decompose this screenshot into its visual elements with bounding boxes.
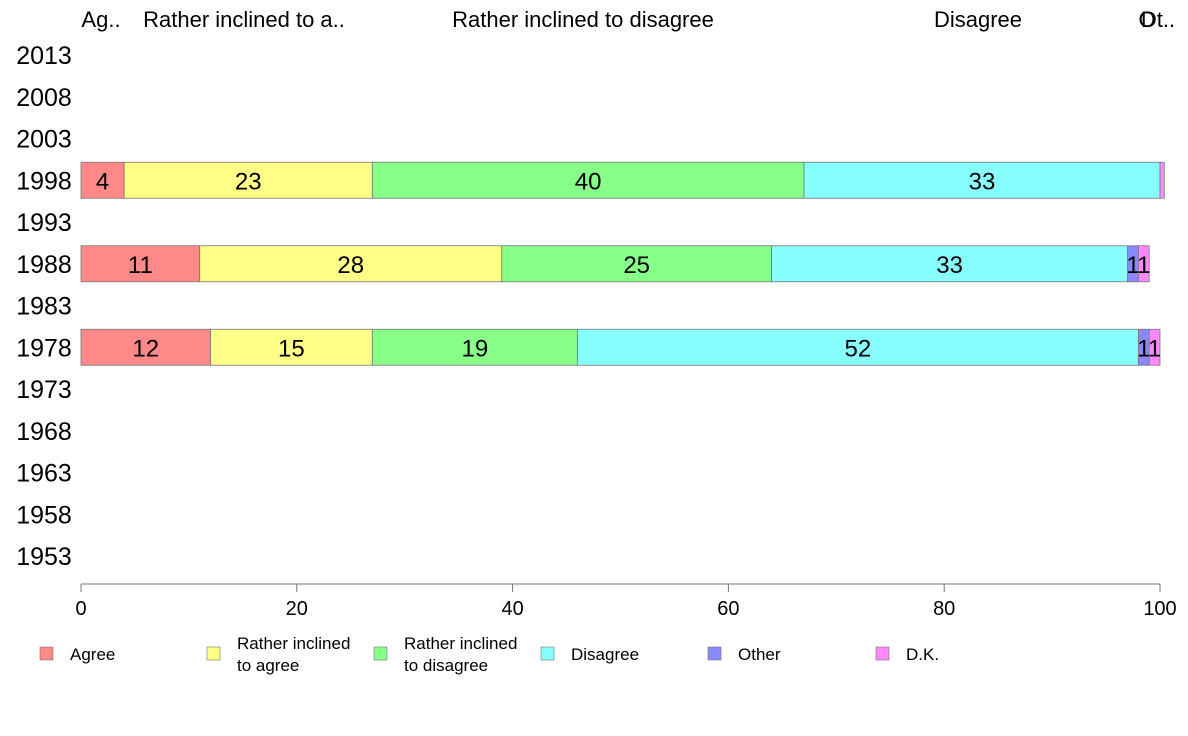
bar-segment [576,328,1139,366]
year-label: 1983 [16,293,72,321]
year-label: 1993 [16,209,72,237]
x-tick-label: 0 [75,598,86,620]
bar-segment [80,245,201,283]
bar-value-label: 1 [1148,335,1161,362]
legend-label: to agree [237,656,299,675]
legend-label: D.K. [906,645,939,664]
year-label: 1998 [16,167,72,195]
bar-segment [199,245,503,283]
x-tick-label: 40 [501,598,523,620]
x-axis: 0 20 40 60 80 100 [75,583,1177,620]
legend-label: Disagree [571,645,639,664]
bar-value-label: 4 [96,168,109,195]
top-label: Ag.. [81,7,120,32]
legend: Agree Rather inclined to agree Rather incli… [39,634,939,675]
year-label: 1978 [16,334,72,362]
year-label: 1953 [16,543,72,571]
legend-label: Rather inclined [237,634,350,653]
year-labels: 2013 2008 2003 1998 1993 1988 1983 1978 1973 1968… [16,42,72,571]
bar-value-label: 1 [1126,252,1139,279]
legend-swatch [39,646,54,661]
bar-value-label: 52 [845,335,872,362]
top-label: Dt.. [1141,7,1175,32]
legend-swatch [206,646,221,661]
bar-value-label: 23 [235,168,262,195]
top-label: Disagree [934,7,1022,32]
year-label: 1968 [16,418,72,446]
year-label: 1973 [16,376,72,404]
year-label: 2008 [16,84,72,112]
x-tick-label: 80 [933,598,955,620]
bar-value-label: 40 [575,168,602,195]
bar-segment [771,245,1129,283]
year-label: 1988 [16,251,72,279]
bar-value-label: 33 [936,252,963,279]
legend-swatch [373,646,388,661]
top-label: Rather inclined to a.. [143,7,345,32]
year-label: 1958 [16,501,72,529]
year-label: 2003 [16,126,72,154]
x-tick-label: 20 [286,598,308,620]
bar-value-label: 25 [623,252,650,279]
top-label: O [1138,7,1155,32]
year-label: 2013 [16,42,72,70]
bar-value-label: 33 [969,168,996,195]
legend-label: Agree [70,645,115,664]
top-label: Rather inclined to disagree [452,7,714,32]
legend-swatch [540,646,555,661]
year-label: 1963 [16,460,72,488]
bar-segment [501,245,772,283]
bar-value-label: 12 [132,335,159,362]
bar-value-label: 28 [337,252,364,279]
legend-swatch [875,646,890,661]
bar-value-label: 11 [128,252,153,279]
legend-swatch [707,646,722,661]
legend-label: Other [738,645,781,664]
bar-value-label: 1 [1137,335,1150,362]
bar-segment [1148,328,1161,366]
top-labels: Ag.. Rather inclined to a.. Rather incline… [81,7,1175,32]
bar-value-label: 1 [1137,252,1150,279]
bar-value-label: 15 [278,335,305,362]
bar-segment [1138,245,1150,283]
bar-value-label: 19 [461,335,488,362]
bar-segment [123,161,373,199]
legend-label: Rather inclined [404,634,517,653]
x-tick-label: 60 [717,598,739,620]
bar-segment [1159,161,1165,199]
legend-label: to disagree [404,656,488,675]
bar-segment [210,328,373,366]
x-tick-label: 100 [1143,598,1176,620]
bar-segment [371,328,578,366]
